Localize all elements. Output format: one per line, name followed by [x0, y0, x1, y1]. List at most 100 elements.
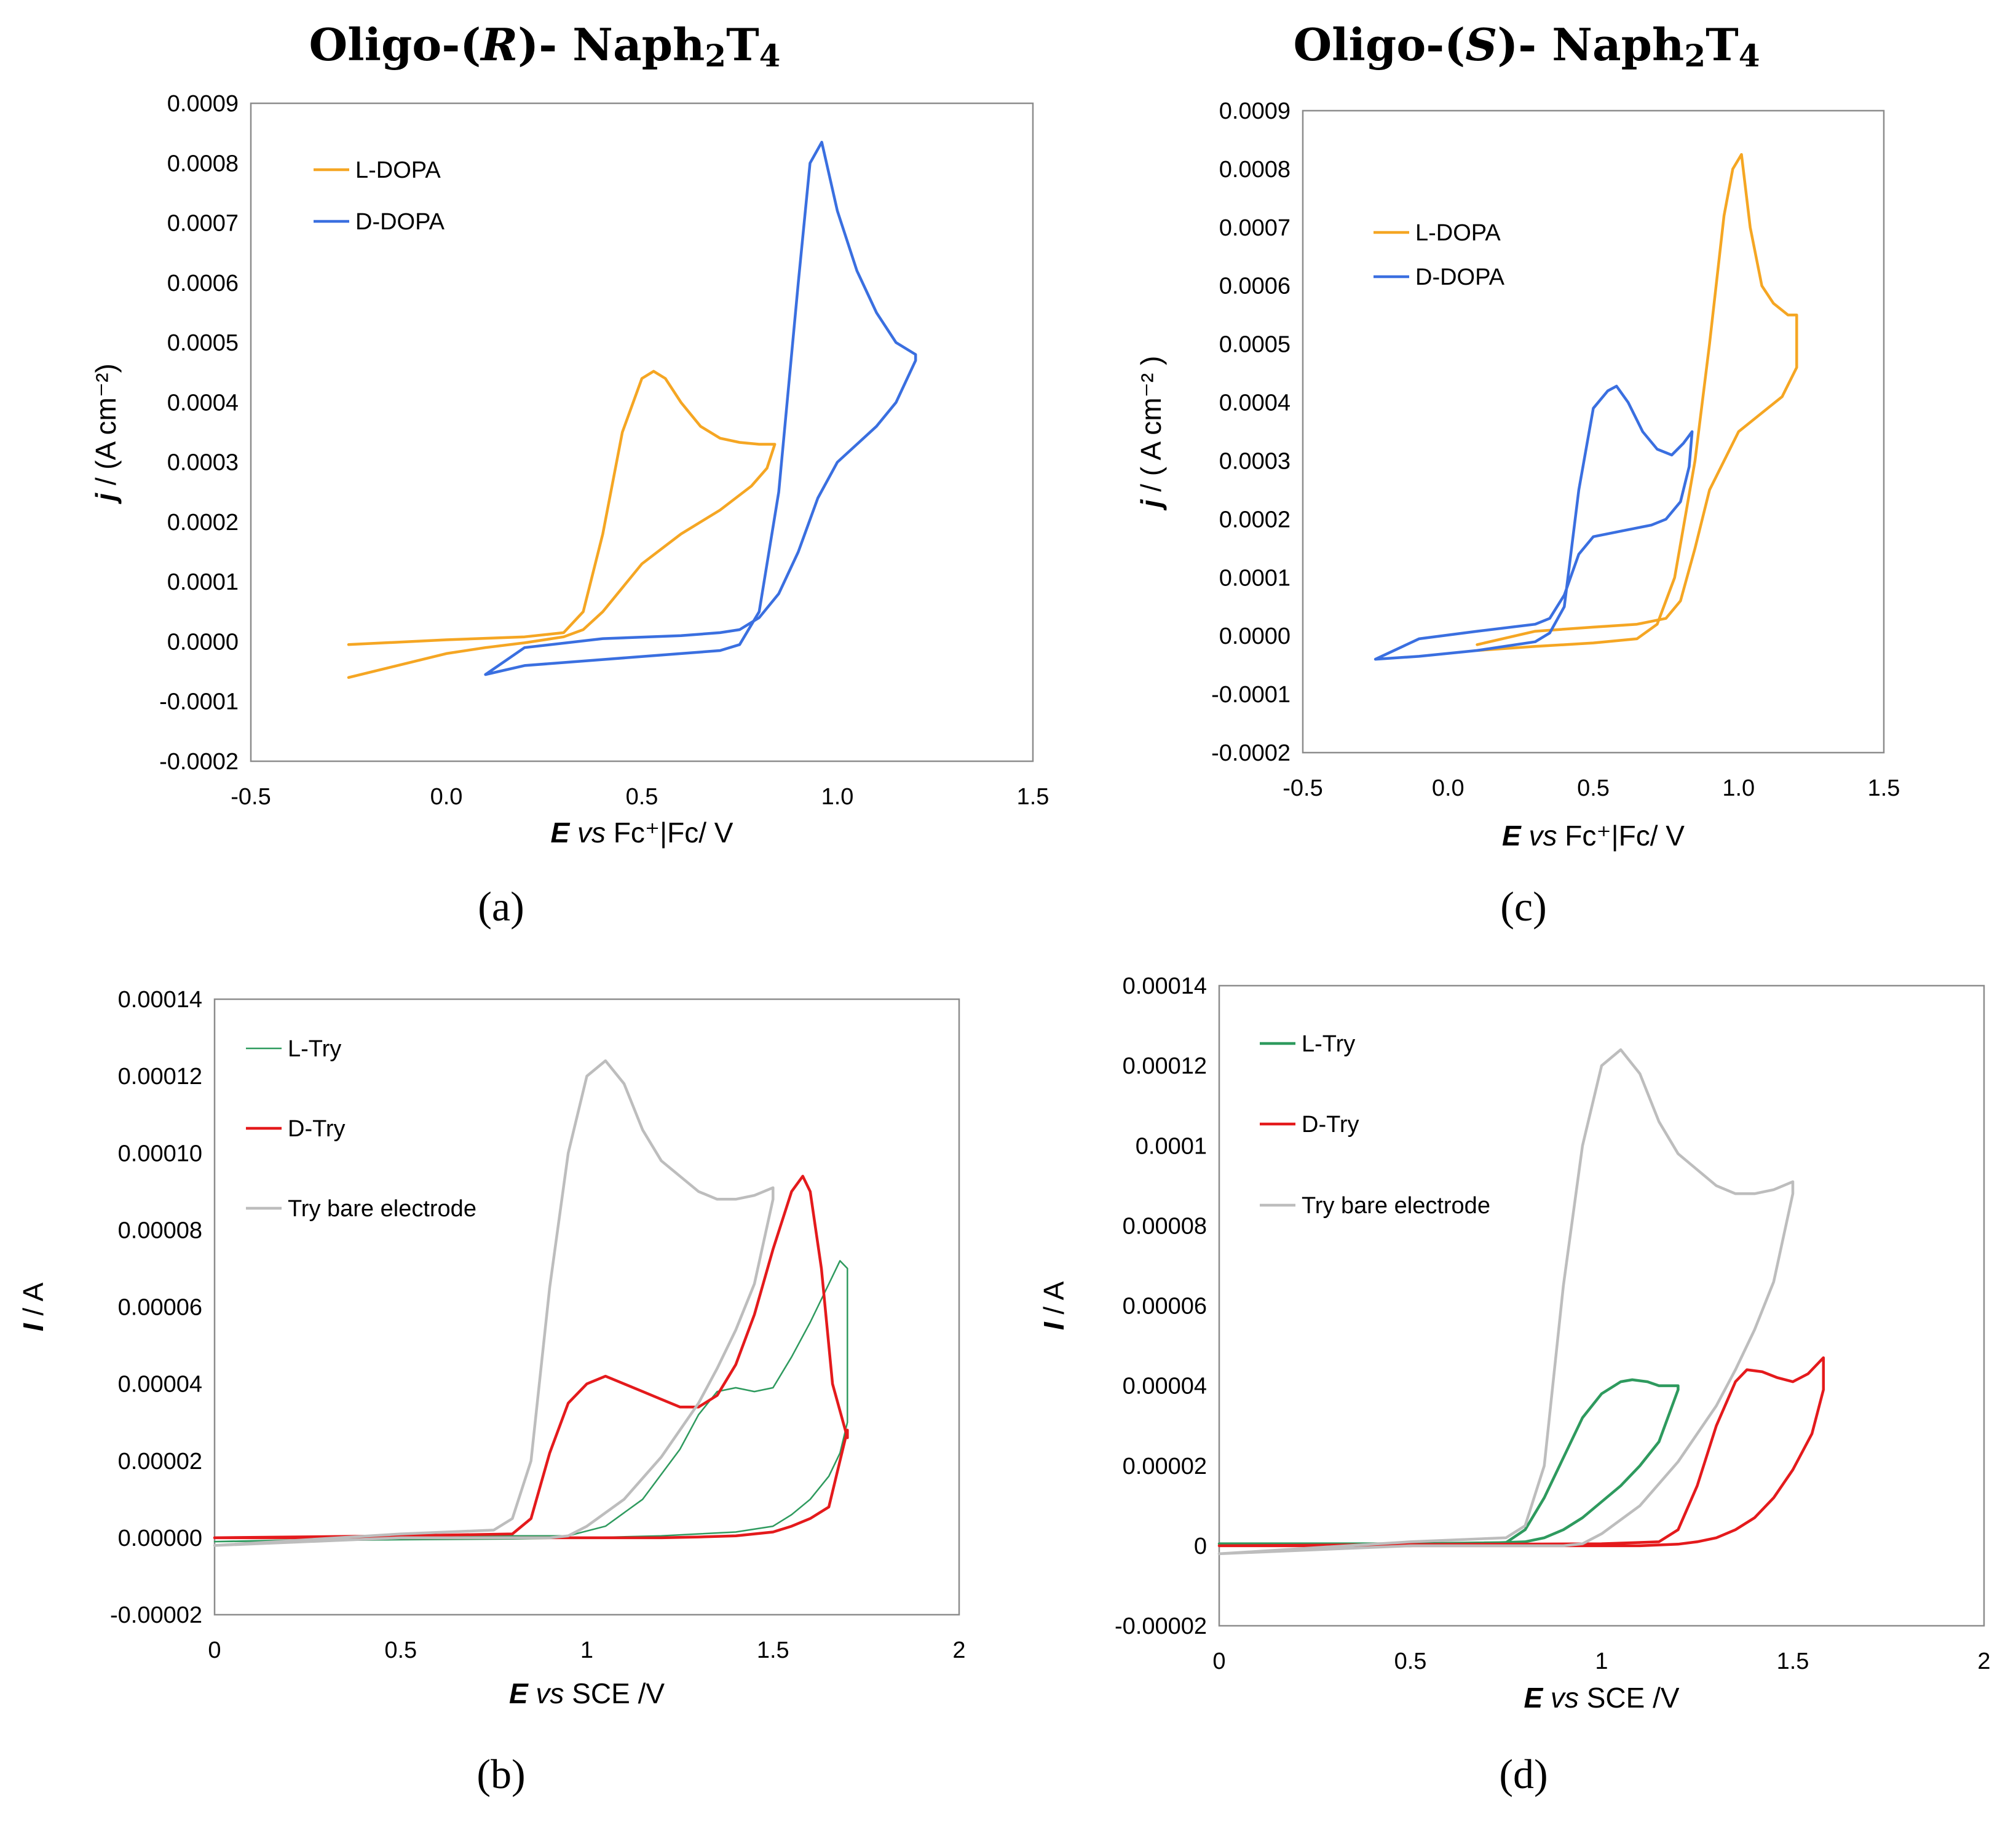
chart-panel-b: -0.00002 0.00000 0.00002 0.00004 0.00006 0.00… [17, 987, 966, 1797]
series-line-l-dopa [1476, 152, 1798, 652]
y-tick-label: 0.00012 [1123, 1053, 1207, 1079]
x-axis-label-symbol: E [551, 817, 571, 849]
y-tick-label: 0.0007 [167, 211, 239, 237]
x-axis-label: E vs Fc⁺|Fc/ V [1502, 820, 1685, 852]
y-tick-label: 0.0005 [167, 330, 239, 356]
panel-label: (b) [476, 1751, 525, 1797]
legend-item: Try bare electrode [1260, 1193, 1490, 1219]
y-tick-label: 0.00010 [118, 1141, 202, 1166]
y-tick-label: 0.0007 [1219, 215, 1291, 241]
y-axis-label-unit: / A [1038, 1281, 1070, 1315]
x-tick-label: 1.0 [1722, 775, 1755, 801]
y-tick-label: 0.0009 [167, 91, 239, 117]
y-tick-label: 0.00014 [118, 987, 202, 1013]
y-tick-label: 0.0004 [1219, 390, 1291, 416]
x-axis-label: E vs SCE /V [509, 1677, 665, 1709]
x-axis-label-vs: vs [1551, 1682, 1579, 1714]
x-tick-label: 0.0 [430, 784, 463, 810]
plot-frame [1302, 109, 1885, 754]
x-axis-label-vs: vs [577, 817, 606, 849]
y-tick-label: 0.0004 [167, 390, 239, 416]
legend-item: L-DOPA [1374, 220, 1501, 246]
x-tick-label: -0.5 [1283, 775, 1322, 801]
y-axis-label: I / A [1038, 1281, 1070, 1331]
plot-frame [213, 998, 960, 1616]
x-tick-label: 0.5 [1394, 1649, 1427, 1674]
legend-item: D-DOPA [314, 209, 445, 235]
x-tick-label: 1.5 [1868, 775, 1900, 801]
legend-item: Try bare electrode [246, 1196, 476, 1222]
y-tick-label: 0.0002 [1219, 507, 1291, 532]
x-tick-label: 1.0 [821, 784, 854, 810]
y-tick-label: -0.00002 [110, 1602, 202, 1628]
x-axis-label-symbol: E [509, 1677, 529, 1709]
y-tick-label: 0.0005 [1219, 332, 1291, 358]
y-tick-label: 0.0001 [1219, 565, 1291, 591]
x-tick-label: 0.5 [1577, 775, 1610, 801]
title-part: Oligo-( [1293, 18, 1465, 71]
y-tick-label: 0.00002 [118, 1449, 202, 1475]
legend-label: D-DOPA [1415, 264, 1505, 290]
panel-label: (d) [1499, 1751, 1548, 1797]
legend-label: Try bare electrode [288, 1196, 476, 1222]
x-tick-label: 1.5 [1017, 784, 1050, 810]
y-tick-label: 0.0003 [167, 450, 239, 476]
legend-label: D-DOPA [355, 209, 445, 235]
title-part: )- Naph [1497, 18, 1684, 71]
y-axis-label: I / A [17, 1283, 49, 1332]
legend-label: D-Try [288, 1116, 346, 1142]
panel-label: (a) [478, 883, 524, 930]
y-tick-label: 0.0006 [1219, 274, 1291, 299]
x-axis-label-unit: SCE /V [572, 1677, 665, 1709]
series-line-try-bare-electrode [213, 1059, 775, 1547]
x-axis-label-unit: SCE /V [1587, 1682, 1680, 1714]
y-tick-label: 0.00014 [1123, 973, 1207, 999]
x-tick-label: 2 [1977, 1649, 1990, 1674]
title-subscript: 2 [705, 38, 726, 74]
legend-item: L-DOPA [314, 157, 441, 183]
title-part: T [1706, 18, 1739, 71]
title-part: T [726, 18, 759, 71]
legend-item: L-Try [1260, 1031, 1355, 1057]
y-axis-label-unit: / (A cm⁻²) [90, 363, 122, 485]
x-tick-label: 2 [952, 1637, 965, 1663]
x-tick-label: 0.5 [384, 1637, 417, 1663]
x-tick-label: 0 [1212, 1649, 1225, 1674]
y-tick-label: -0.0002 [1211, 740, 1291, 766]
x-tick-label: 0.0 [1432, 775, 1465, 801]
y-tick-label: -0.00002 [1115, 1613, 1207, 1639]
legend-item: D-Try [1260, 1112, 1359, 1138]
title-subscript: 2 [1684, 38, 1706, 74]
y-axis-label-symbol: j [1135, 499, 1167, 510]
x-axis-label-symbol: E [1524, 1682, 1543, 1714]
x-axis-label: E vs Fc⁺|Fc/ V [551, 817, 733, 849]
legend-item: D-Try [246, 1116, 346, 1142]
series-line-l-dopa [347, 370, 777, 679]
title-part: S [1465, 18, 1497, 71]
panel-label: (c) [1500, 883, 1546, 930]
series-line-l-try [213, 1260, 848, 1543]
x-axis-label-vs: vs [536, 1677, 564, 1709]
y-tick-label: 0.0001 [167, 569, 239, 595]
series-line-d-dopa [484, 140, 917, 676]
series-line-d-dopa [1374, 384, 1694, 661]
chart-panel-a: Oligo-(R)- Naph2T4 -0.0002 -0.0001 0.0000 0.… [90, 18, 1049, 930]
y-tick-label: 0.00002 [1123, 1454, 1207, 1479]
legend-label: L-Try [288, 1036, 341, 1062]
x-axis-label-unit: Fc⁺|Fc/ V [1565, 820, 1685, 852]
y-tick-label: 0.00012 [118, 1064, 202, 1090]
y-tick-label: 0.0009 [1219, 98, 1291, 124]
y-axis-label-symbol: I [1038, 1321, 1070, 1330]
x-axis-label-vs: vs [1529, 820, 1557, 852]
legend-label: L-Try [1302, 1031, 1355, 1057]
legend-label: L-DOPA [355, 157, 441, 183]
y-tick-label: 0.0001 [1136, 1133, 1207, 1159]
x-tick-label: -0.5 [231, 784, 271, 810]
y-tick-label: 0.00008 [1123, 1213, 1207, 1239]
title-subscript: 4 [759, 38, 781, 74]
y-tick-label: 0.0008 [1219, 157, 1291, 183]
y-tick-label: 0.0003 [1219, 448, 1291, 474]
y-tick-label: -0.0002 [159, 749, 239, 775]
x-tick-label: 1.5 [757, 1637, 789, 1663]
y-tick-label: -0.0001 [1211, 682, 1291, 708]
